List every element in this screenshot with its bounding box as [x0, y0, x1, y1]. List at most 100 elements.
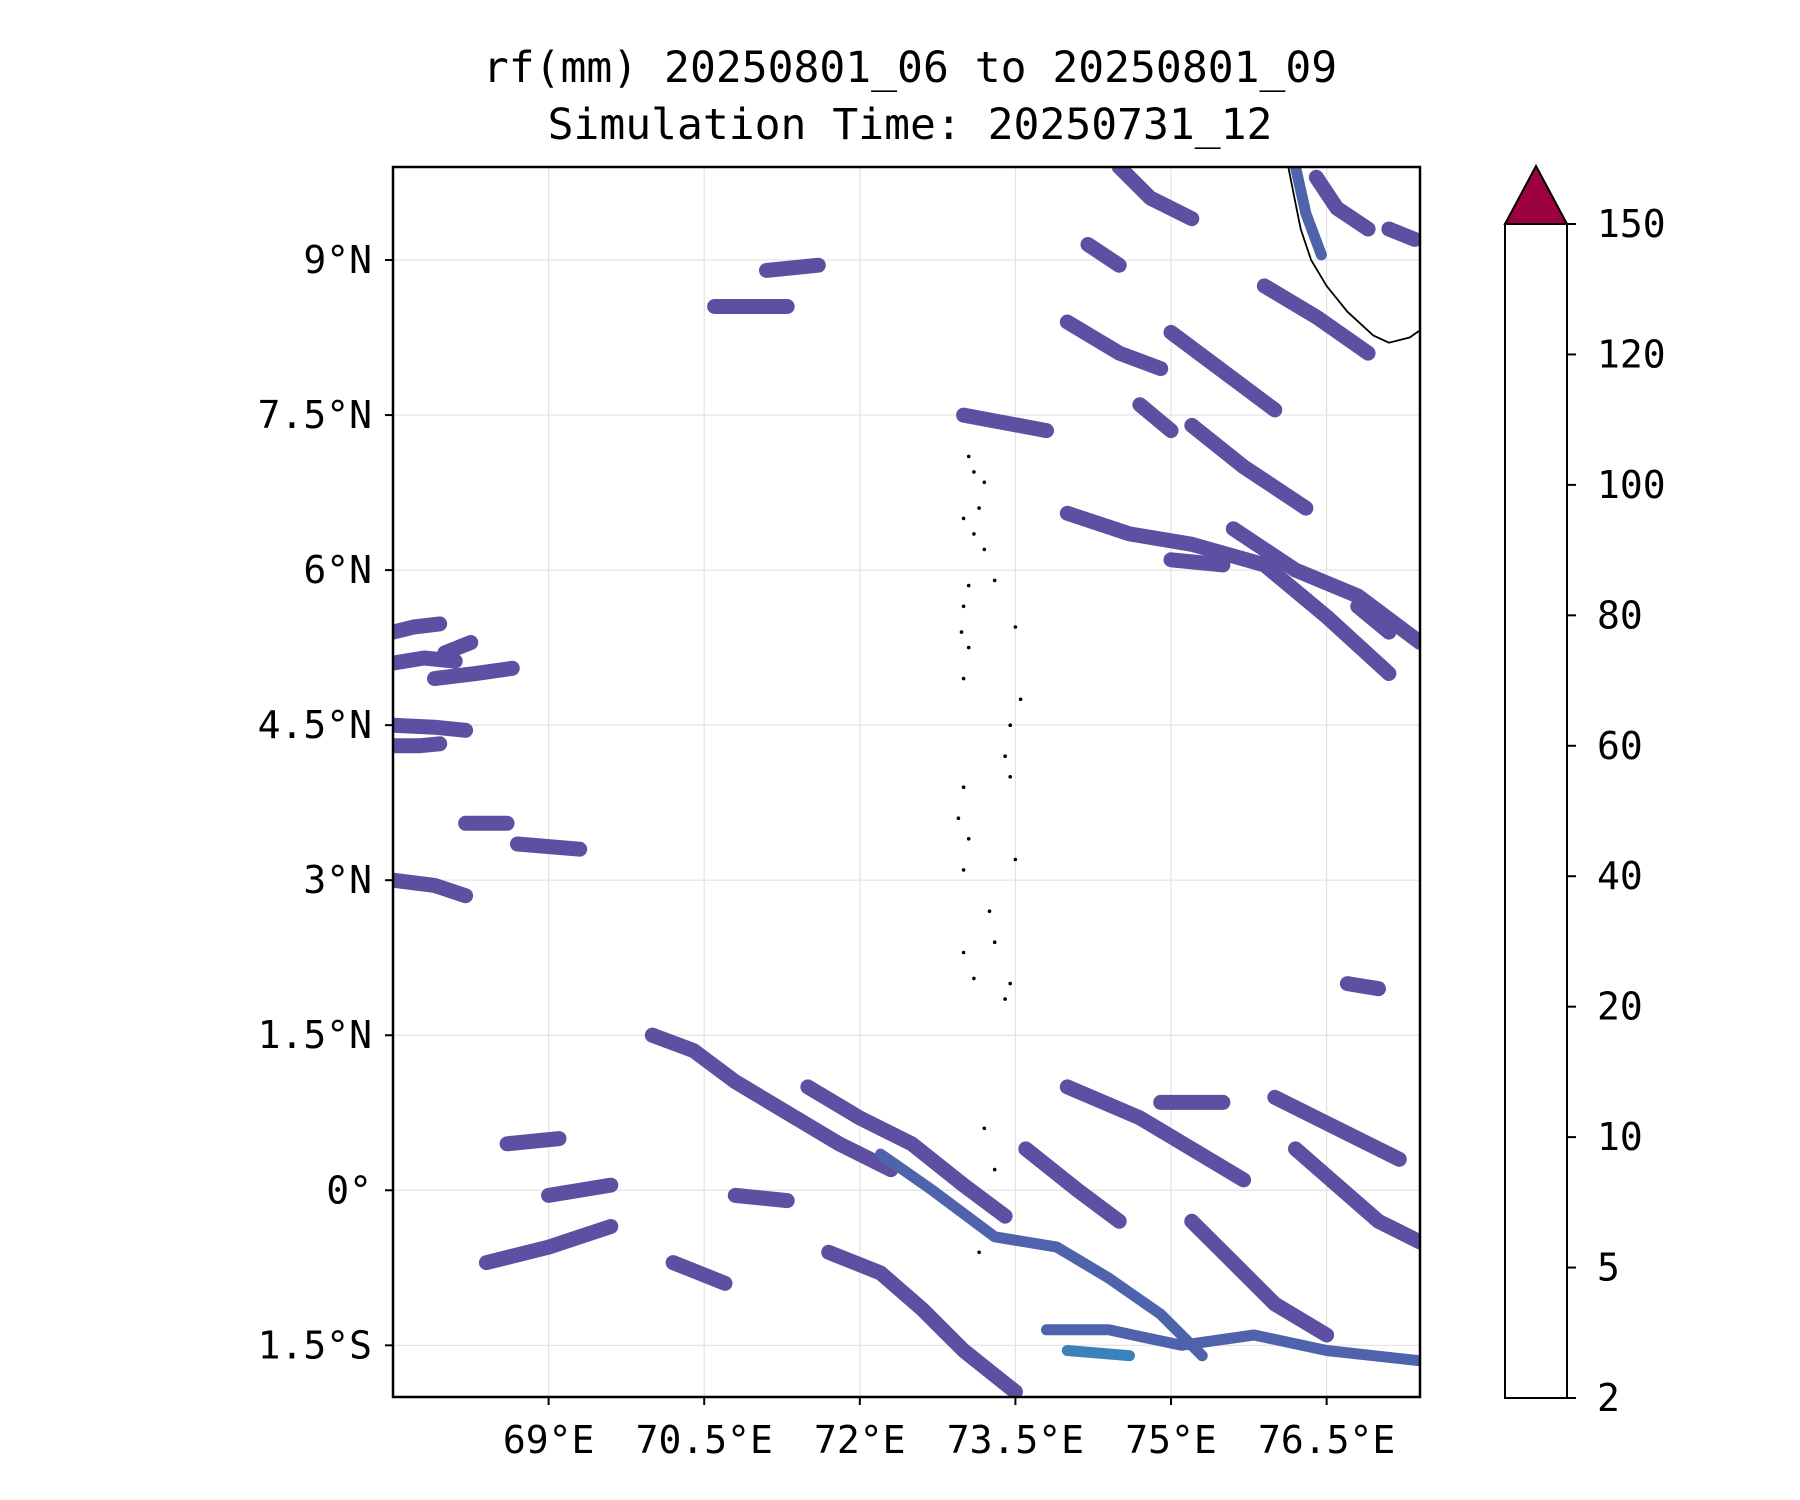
- island-dot: [1013, 625, 1018, 629]
- colorbar-label: 5: [1597, 1246, 1620, 1290]
- map-frame: [391, 165, 1422, 1399]
- lon-tick-label: 75°E: [1125, 1418, 1217, 1462]
- rain-band: [1350, 598, 1397, 640]
- gridlines: [393, 167, 1420, 1397]
- rain-band: [1059, 1079, 1252, 1188]
- colorbar-label: 40: [1597, 854, 1643, 898]
- lat-tick-label: 1.5°N: [258, 1013, 372, 1057]
- lon-tick-label: 69°E: [503, 1418, 595, 1462]
- rain-band: [1184, 1213, 1335, 1343]
- island-dot: [977, 506, 981, 510]
- colorbar-label: 100: [1597, 463, 1666, 507]
- rain-band: [1163, 552, 1231, 573]
- colorbar-label: 120: [1597, 332, 1666, 376]
- rain-band: [393, 717, 474, 738]
- island-dot: [961, 604, 966, 609]
- rain-band: [1080, 237, 1127, 273]
- island-dot: [1008, 775, 1012, 779]
- island-dot: [961, 516, 966, 521]
- island-dot: [961, 950, 966, 955]
- island-dot: [982, 547, 987, 552]
- rain-band: [393, 616, 448, 640]
- colorbar-labels: 2 5 10 20 40 60 80 100 120 150: [1567, 202, 1666, 1420]
- rain-band: [727, 1187, 795, 1209]
- lon-tick-label: 73.5°E: [947, 1418, 1084, 1462]
- colorbar-label: 60: [1597, 724, 1643, 768]
- rain-band: [1059, 314, 1169, 377]
- island-dot: [961, 868, 966, 872]
- island-dot: [1008, 981, 1012, 986]
- rain-band: [437, 635, 479, 661]
- island-dot: [956, 816, 961, 820]
- rain-band: [1339, 976, 1386, 997]
- colorbar-label: 10: [1597, 1115, 1643, 1159]
- rain-band: [427, 660, 520, 687]
- rain-band: [1163, 324, 1283, 418]
- longitude-ticks: 69°E 70.5°E 72°E 73.5°E 75°E 76.5°E: [503, 1397, 1395, 1462]
- island-dot: [982, 480, 987, 485]
- rainfall-field: [393, 167, 1420, 1397]
- colorbar-label: 20: [1597, 985, 1643, 1029]
- island-dot: [966, 583, 971, 588]
- rain-band: [1308, 169, 1376, 237]
- lat-tick-label: 3°N: [303, 858, 372, 902]
- island-dot: [972, 470, 976, 474]
- rain-band: [499, 1131, 567, 1152]
- rain-band: [1111, 167, 1200, 227]
- colorbar-frame: [1504, 223, 1568, 1399]
- rain-band: [478, 1219, 619, 1271]
- colorbar-label: 2: [1597, 1376, 1620, 1420]
- rain-band: [1225, 521, 1420, 650]
- island-dot: [1008, 723, 1012, 727]
- rain-band: [1267, 1089, 1407, 1167]
- lat-tick-label: 4.5°N: [258, 703, 372, 747]
- lat-tick-label: 7.5°N: [258, 393, 372, 437]
- island-dot: [959, 630, 964, 634]
- lat-tick-label: 9°N: [303, 238, 372, 282]
- rain-band: [875, 1148, 1208, 1362]
- island-dot: [966, 645, 971, 650]
- rain-band: [393, 872, 474, 904]
- island-dot: [992, 940, 997, 944]
- rain-band: [1132, 397, 1179, 439]
- rain-band: [1018, 1141, 1127, 1229]
- rain-band: [956, 407, 1054, 439]
- island-dot: [966, 837, 971, 841]
- india-coastline: [1287, 167, 1420, 344]
- rain-band: [1184, 417, 1314, 516]
- rain-band: [644, 1027, 899, 1178]
- latitude-ticks: 9°N 7.5°N 6°N 4.5°N 3°N 1.5°N 0° 1.5°S: [258, 238, 393, 1367]
- rain-band: [1061, 1345, 1135, 1362]
- colorbar-label: 80: [1597, 593, 1643, 637]
- rain-band: [541, 1177, 619, 1203]
- island-dot: [992, 578, 997, 583]
- island-dot: [977, 1250, 981, 1255]
- lon-tick-label: 76.5°E: [1258, 1418, 1395, 1462]
- lat-tick-label: 0°: [326, 1168, 372, 1212]
- island-dot: [1018, 697, 1023, 702]
- rain-band: [1381, 221, 1420, 247]
- rain-band: [1059, 505, 1397, 681]
- rain-band: [1041, 1324, 1420, 1367]
- rain-band: [821, 1244, 1023, 1397]
- island-dot: [1013, 857, 1018, 862]
- colorbar-label: 150: [1597, 202, 1666, 246]
- lat-tick-label: 1.5°S: [258, 1323, 372, 1367]
- map-panel: 69°E 70.5°E 72°E 73.5°E 75°E 76.5°E 9°N 7.5°N 6…: [258, 165, 1422, 1462]
- colorbar-extend-arrow: [1503, 163, 1569, 225]
- island-dot: [987, 909, 992, 913]
- lon-tick-label: 72°E: [814, 1418, 906, 1462]
- lat-tick-label: 6°N: [303, 548, 372, 592]
- title-line-2: Simulation Time: 20250731_12: [548, 100, 1273, 150]
- island-dot: [961, 785, 966, 789]
- rain-band: [759, 257, 826, 278]
- island-dot: [972, 976, 976, 981]
- rain-band: [393, 736, 448, 754]
- rain-band: [800, 1079, 1013, 1224]
- lon-tick-label: 70.5°E: [636, 1418, 773, 1462]
- island-dot: [992, 1167, 997, 1172]
- title-line-1: rf(mm) 20250801_06 to 20250801_09: [483, 43, 1337, 93]
- colorbar: 2 5 10 20 40 60 80 100 120 150: [1503, 163, 1666, 1420]
- rain-band: [1256, 278, 1376, 361]
